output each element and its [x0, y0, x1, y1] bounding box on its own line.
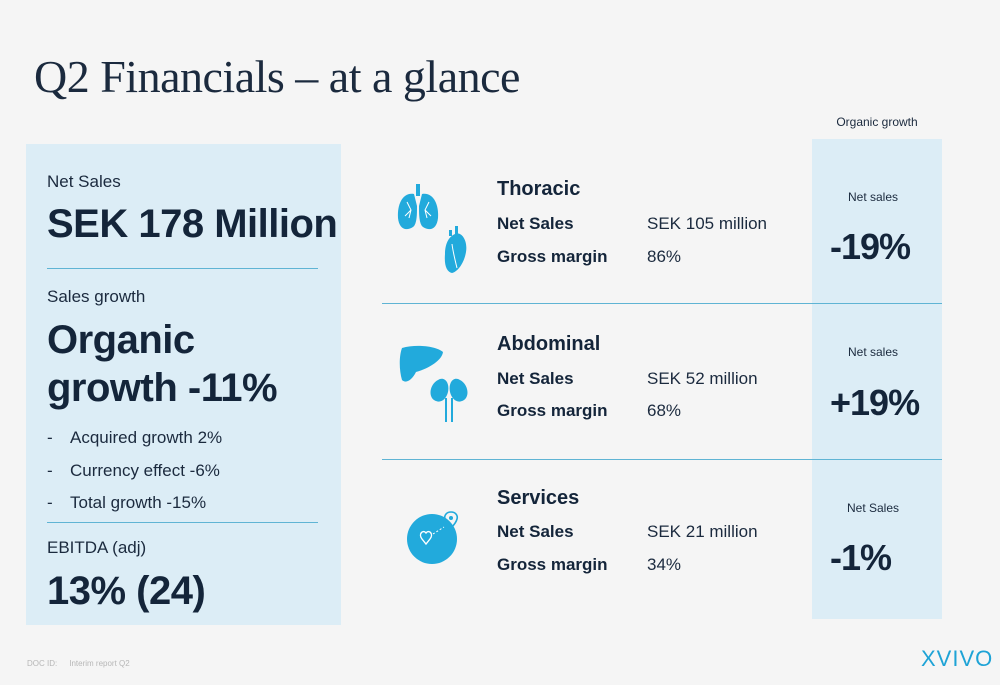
thoracic-gross-margin-label: Gross margin	[497, 247, 608, 266]
thoracic-title: Thoracic	[497, 178, 581, 200]
services-growth-label: Net Sales	[846, 501, 900, 515]
thoracic-net-sales-label: Net Sales	[497, 214, 574, 233]
page-title: Q2 Financials – at a glance	[34, 51, 520, 102]
services-gross-margin-label: Gross margin	[497, 555, 608, 574]
divider	[382, 303, 942, 304]
footer: DOC ID: Interim report Q2	[27, 659, 142, 668]
divider	[382, 459, 942, 460]
xvivo-logo: XVIVO	[921, 646, 994, 671]
summary-panel: Net Sales SEK 178 Million Sales growth O…	[26, 144, 341, 625]
bullet-text: Total growth -15%	[70, 493, 207, 512]
services-net-sales-value: SEK 21 million	[647, 522, 758, 541]
list-item: - Currency effect -6%	[47, 460, 222, 493]
services-growth-value: -1%	[830, 537, 892, 578]
ebitda-label: EBITDA (adj)	[47, 538, 147, 557]
divider	[47, 522, 318, 523]
thoracic-net-sales-value: SEK 105 million	[647, 214, 768, 233]
abdominal-growth-value: +19%	[830, 382, 920, 423]
bullet-text: Acquired growth 2%	[70, 428, 223, 447]
doc-id-label: DOC ID:	[27, 659, 58, 668]
abdominal-title: Abdominal	[497, 333, 601, 355]
bullet-marker: -	[47, 493, 53, 512]
abdominal-growth-label: Net sales	[847, 345, 899, 359]
organic-growth-line2: growth -11%	[47, 366, 278, 410]
thoracic-gross-margin-value: 86%	[647, 247, 682, 266]
lungs-heart-icon	[397, 184, 467, 273]
services-net-sales-label: Net Sales	[497, 522, 574, 541]
services-gross-margin-value: 34%	[647, 555, 682, 574]
organic-growth-line1: Organic	[47, 318, 195, 362]
abdominal-gross-margin-value: 68%	[647, 401, 682, 420]
list-item: - Total growth -15%	[47, 492, 222, 525]
liver-kidney-icon	[399, 345, 468, 422]
abdominal-net-sales-label: Net Sales	[497, 369, 574, 388]
net-sales-label: Net Sales	[47, 172, 121, 191]
organic-growth-column: Net sales -19% Net sales +19% Net Sales …	[812, 139, 942, 619]
abdominal-net-sales-value: SEK 52 million	[647, 369, 758, 388]
thoracic-growth-value: -19%	[830, 226, 911, 267]
bullet-text: Currency effect -6%	[70, 460, 220, 480]
bullet-marker: -	[47, 460, 53, 480]
net-sales-value: SEK 178 Million	[47, 202, 338, 246]
list-item: - Acquired growth 2%	[47, 427, 222, 460]
divider	[47, 268, 318, 269]
ebitda-value: 13% (24)	[47, 569, 206, 613]
thoracic-growth-label: Net sales	[847, 190, 899, 204]
services-title: Services	[497, 487, 580, 509]
sales-growth-label: Sales growth	[47, 287, 146, 306]
abdominal-gross-margin-label: Gross margin	[497, 401, 608, 420]
bullet-marker: -	[47, 428, 53, 447]
organic-growth-header: Organic growth	[836, 115, 918, 129]
doc-name: Interim report Q2	[69, 659, 130, 668]
services-heart-pin-icon	[407, 511, 459, 564]
growth-breakdown-list: - Acquired growth 2% - Currency effect -6%…	[47, 427, 222, 525]
